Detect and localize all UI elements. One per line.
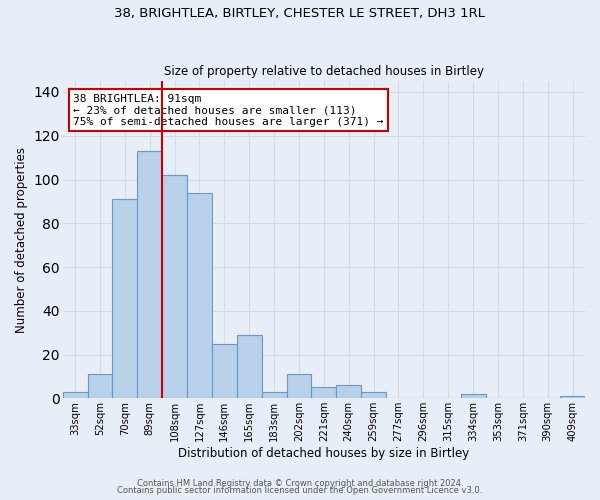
Bar bbox=[187, 192, 212, 398]
X-axis label: Distribution of detached houses by size in Birtley: Distribution of detached houses by size … bbox=[178, 447, 469, 460]
Bar bbox=[112, 199, 137, 398]
Bar bbox=[336, 385, 361, 398]
Y-axis label: Number of detached properties: Number of detached properties bbox=[15, 146, 28, 332]
Bar bbox=[88, 374, 112, 398]
Bar bbox=[262, 392, 287, 398]
Bar bbox=[287, 374, 311, 398]
Bar bbox=[137, 151, 162, 398]
Bar bbox=[311, 388, 336, 398]
Bar bbox=[237, 335, 262, 398]
Bar bbox=[560, 396, 585, 398]
Bar bbox=[212, 344, 237, 398]
Bar bbox=[162, 175, 187, 398]
Text: Contains public sector information licensed under the Open Government Licence v3: Contains public sector information licen… bbox=[118, 486, 482, 495]
Bar bbox=[361, 392, 386, 398]
Text: Contains HM Land Registry data © Crown copyright and database right 2024.: Contains HM Land Registry data © Crown c… bbox=[137, 478, 463, 488]
Text: 38, BRIGHTLEA, BIRTLEY, CHESTER LE STREET, DH3 1RL: 38, BRIGHTLEA, BIRTLEY, CHESTER LE STREE… bbox=[115, 8, 485, 20]
Title: Size of property relative to detached houses in Birtley: Size of property relative to detached ho… bbox=[164, 66, 484, 78]
Text: 38 BRIGHTLEA: 91sqm
← 23% of detached houses are smaller (113)
75% of semi-detac: 38 BRIGHTLEA: 91sqm ← 23% of detached ho… bbox=[73, 94, 383, 127]
Bar bbox=[461, 394, 485, 398]
Bar bbox=[63, 392, 88, 398]
